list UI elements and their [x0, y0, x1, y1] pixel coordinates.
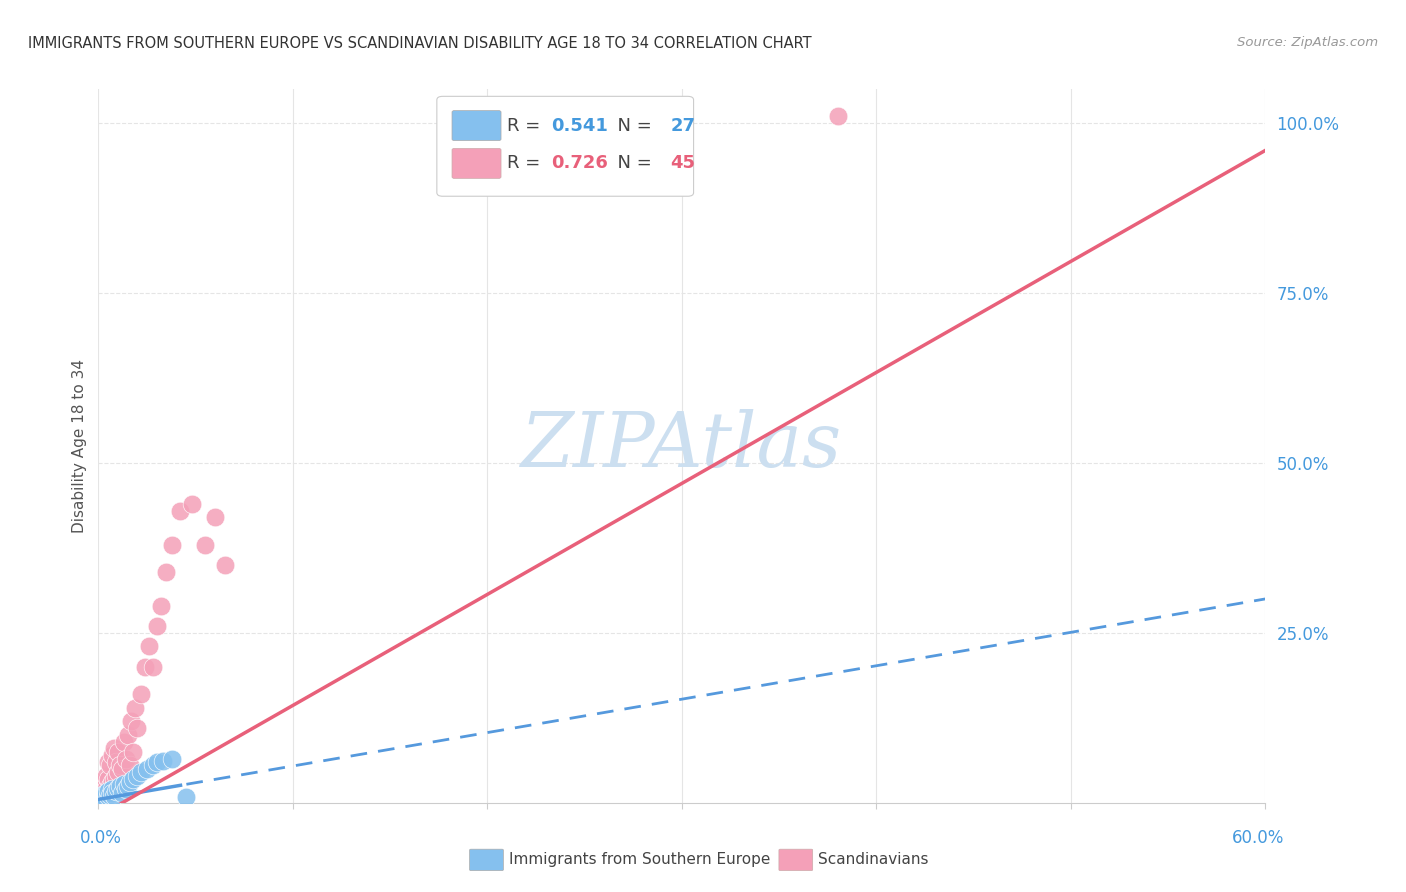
Point [138, 640, 160, 654]
Point [118, 758, 141, 772]
Point [93, 775, 115, 789]
Point [827, 109, 849, 123]
Point [98, 788, 121, 802]
Text: 45: 45 [671, 154, 695, 172]
Point [98, 758, 121, 772]
Point [96, 782, 118, 797]
Point [180, 497, 202, 511]
FancyBboxPatch shape [437, 96, 693, 196]
Point [97, 755, 120, 769]
Text: 60.0%: 60.0% [1232, 829, 1285, 847]
Point [111, 762, 134, 776]
Point [114, 751, 136, 765]
Point [89, 782, 111, 797]
Point [155, 565, 177, 579]
Point [124, 700, 146, 714]
Text: R =: R = [508, 154, 546, 172]
Text: 0.541: 0.541 [551, 117, 607, 135]
Text: N =: N = [606, 117, 658, 135]
Text: IMMIGRANTS FROM SOUTHERN EUROPE VS SCANDINAVIAN DISABILITY AGE 18 TO 34 CORRELAT: IMMIGRANTS FROM SOUTHERN EUROPE VS SCAND… [28, 36, 811, 51]
Point [174, 790, 197, 805]
Point [101, 748, 124, 763]
Point [162, 751, 184, 765]
Point [103, 741, 125, 756]
Point [121, 714, 143, 729]
Text: N =: N = [606, 154, 658, 172]
Point [117, 728, 139, 742]
Point [96, 786, 118, 800]
Point [107, 780, 129, 795]
Point [122, 772, 145, 786]
Text: R =: R = [508, 117, 546, 135]
Point [114, 782, 136, 797]
Point [103, 772, 125, 786]
Point [129, 687, 152, 701]
Point [101, 786, 124, 800]
Point [107, 765, 129, 780]
Point [136, 762, 159, 776]
Point [169, 503, 191, 517]
Point [97, 772, 120, 786]
Point [93, 788, 115, 802]
Point [112, 777, 135, 791]
Point [127, 721, 149, 735]
Point [134, 660, 156, 674]
Point [127, 769, 149, 783]
Point [214, 558, 236, 572]
Text: 0.726: 0.726 [551, 154, 607, 172]
Text: Immigrants from Southern Europe: Immigrants from Southern Europe [509, 853, 770, 867]
Point [112, 734, 135, 748]
Point [96, 769, 118, 783]
Point [101, 775, 124, 789]
Point [162, 537, 184, 551]
Point [89, 789, 111, 803]
Point [146, 755, 169, 769]
Point [104, 755, 127, 769]
Point [149, 599, 172, 613]
Point [104, 769, 127, 783]
Point [111, 786, 134, 800]
Point [91, 779, 114, 793]
Point [142, 660, 165, 674]
Text: 27: 27 [671, 117, 695, 135]
Text: Source: ZipAtlas.com: Source: ZipAtlas.com [1237, 36, 1378, 49]
Point [142, 758, 165, 772]
Y-axis label: Disability Age 18 to 34: Disability Age 18 to 34 [72, 359, 87, 533]
Point [103, 789, 125, 803]
Point [98, 779, 121, 793]
Point [93, 790, 115, 805]
Point [97, 789, 120, 803]
Point [107, 745, 129, 759]
Point [204, 510, 226, 524]
Point [129, 765, 152, 780]
FancyBboxPatch shape [451, 111, 501, 141]
FancyBboxPatch shape [451, 148, 501, 178]
Point [108, 779, 131, 793]
Text: 0.0%: 0.0% [80, 829, 122, 847]
Point [194, 537, 217, 551]
Point [108, 758, 131, 772]
Text: ZIPAtlas: ZIPAtlas [522, 409, 842, 483]
Point [91, 786, 114, 800]
Point [89, 789, 111, 803]
Point [122, 745, 145, 759]
Point [104, 783, 127, 797]
Point [152, 754, 174, 768]
Point [117, 779, 139, 793]
Text: Scandinavians: Scandinavians [818, 853, 929, 867]
Point [118, 775, 141, 789]
Point [91, 788, 114, 802]
Point [101, 782, 124, 797]
Point [97, 783, 120, 797]
Point [146, 619, 169, 633]
Point [97, 783, 120, 797]
